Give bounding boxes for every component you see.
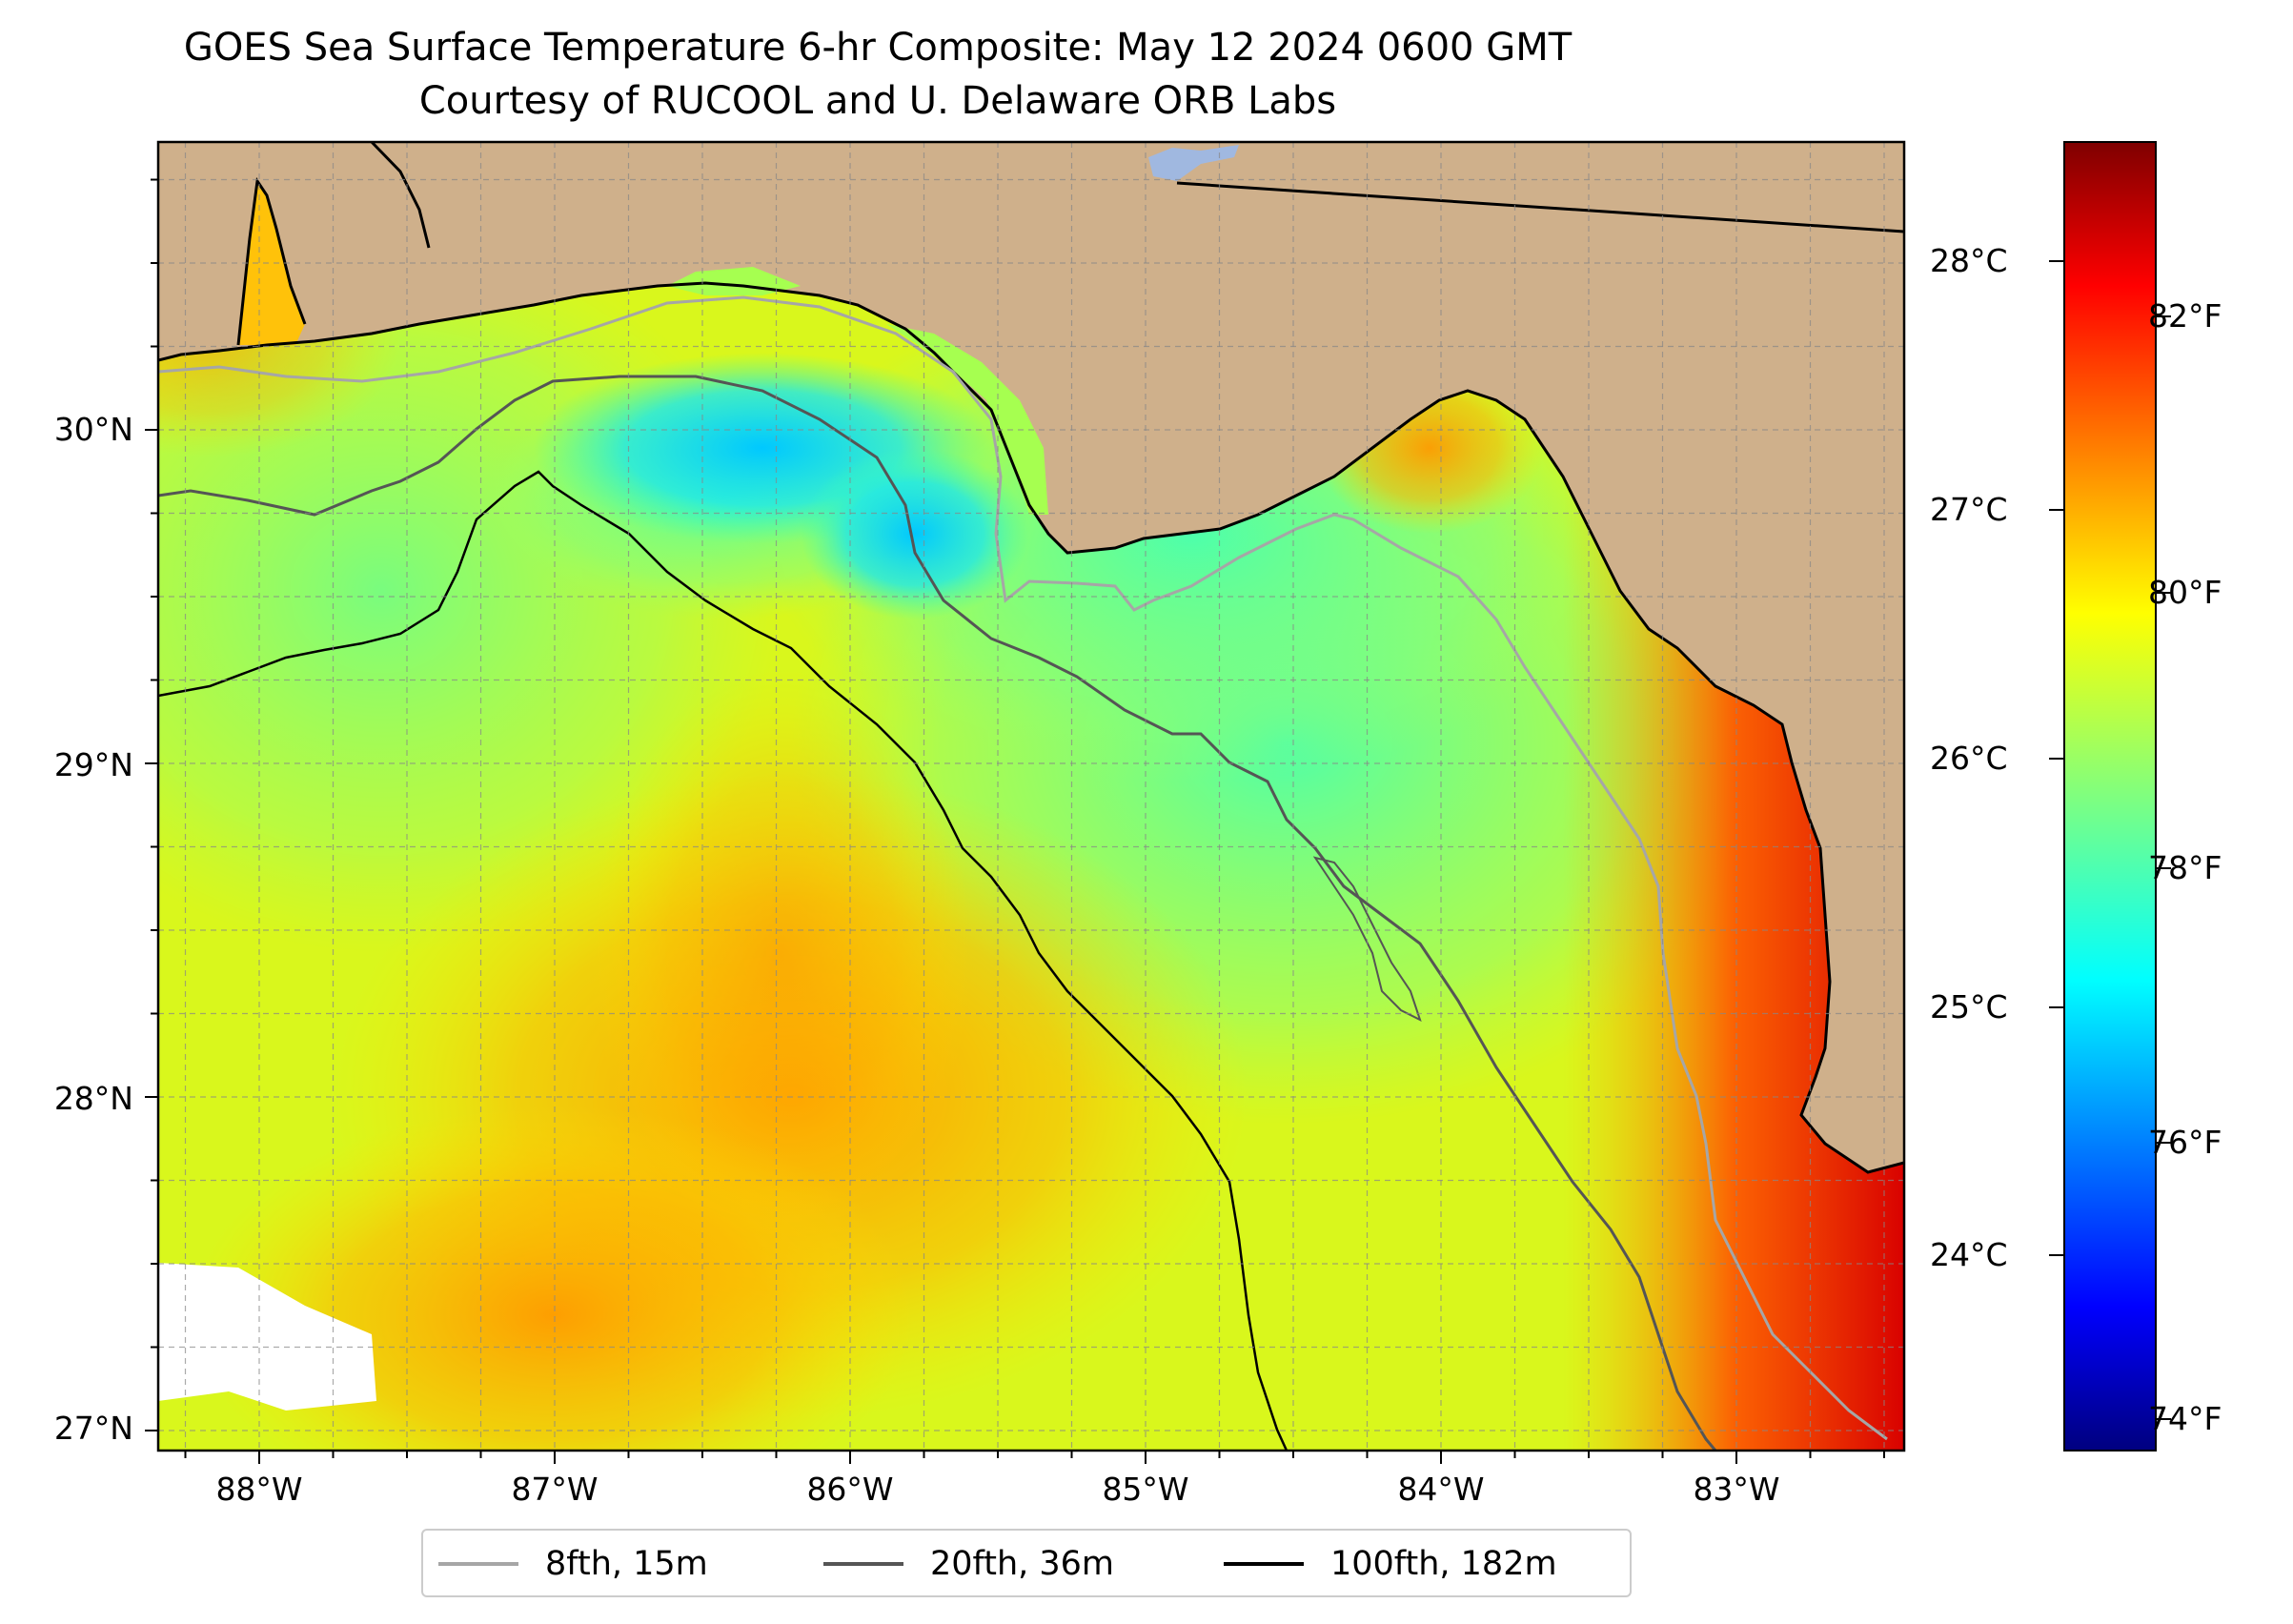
state-border [1176,181,1904,233]
lat-label-29n: 29°N [53,746,133,783]
land-mass [158,142,1904,1172]
cbar-label-25c: 25°C [1930,988,2008,1025]
axis-ticks [145,178,1885,1464]
legend-label: 100fth, 182m [1330,1545,1557,1583]
cbar-label-27c: 27°C [1930,491,2008,528]
lake [1148,145,1239,181]
isobath-legend: 8fth, 15m 20fth, 36m 100fth, 182m [421,1529,1632,1597]
isobath-8fth [158,295,1888,1441]
lat-label-30n: 30°N [53,411,133,448]
lat-label-28n: 28°N [53,1080,133,1117]
colorbar-ticks [2049,260,2171,1420]
chart-title: GOES Sea Surface Temperature 6-hr Compos… [183,26,1573,70]
lon-label-88w: 88°W [215,1471,303,1508]
legend-label: 20fth, 36m [930,1545,1115,1583]
lon-label-84w: 84°W [1397,1471,1485,1508]
lat-label-27n: 27°N [53,1410,133,1447]
lon-label-87w: 87°W [511,1471,599,1508]
legend-swatch [823,1562,903,1566]
lon-label-83w: 83°W [1693,1471,1780,1508]
cbar-label-78f: 78°F [2148,849,2222,886]
legend-label: 8fth, 15m [545,1545,708,1583]
gridlines [158,142,1904,1451]
map-frame [156,140,1906,1452]
legend-item-8fth: 8fth, 15m [438,1531,708,1597]
lon-label-85w: 85°W [1102,1471,1189,1508]
cbar-label-80f: 80°F [2148,574,2222,611]
coastline [158,281,1904,1174]
cbar-label-74f: 74°F [2148,1400,2222,1437]
legend-swatch [1224,1562,1304,1566]
isobath-20fth [158,375,1717,1451]
colorbar [2063,141,2157,1451]
cbar-label-76f: 76°F [2148,1124,2222,1161]
legend-item-100fth: 100fth, 182m [1224,1531,1557,1597]
legend-swatch [438,1562,518,1566]
lon-label-86w: 86°W [806,1471,894,1508]
cbar-label-26c: 26°C [1930,740,2008,777]
no-data-patch [158,1263,376,1411]
cbar-label-24c: 24°C [1930,1236,2008,1273]
legend-item-20fth: 20fth, 36m [823,1531,1114,1597]
cbar-label-28c: 28°C [1930,242,2008,279]
chart-subtitle: Courtesy of RUCOOL and U. Delaware ORB L… [418,79,1337,123]
cbar-label-82f: 82°F [2148,297,2222,335]
